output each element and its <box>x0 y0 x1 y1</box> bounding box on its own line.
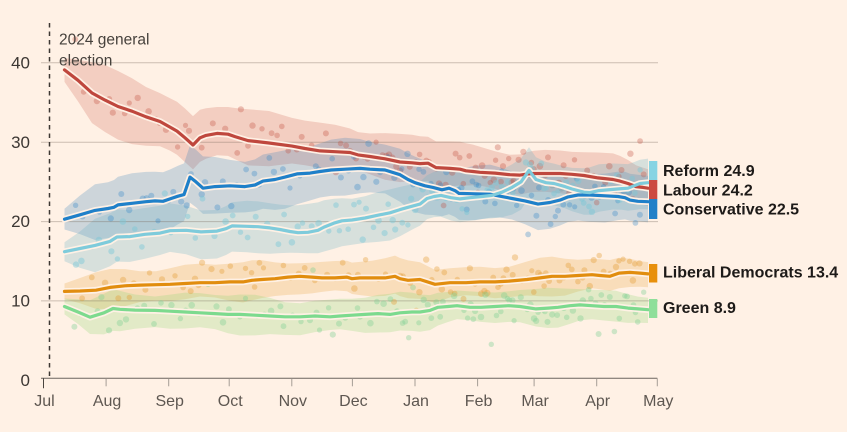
svg-text:Labour 24.2: Labour 24.2 <box>663 182 753 199</box>
svg-text:May: May <box>643 393 673 410</box>
svg-text:election: election <box>59 53 112 70</box>
svg-text:Green 8.9: Green 8.9 <box>663 300 736 317</box>
svg-text:Jan: Jan <box>403 393 429 410</box>
svg-text:Sep: Sep <box>155 393 184 410</box>
svg-text:40: 40 <box>11 54 30 73</box>
svg-text:Reform 24.9: Reform 24.9 <box>663 163 755 180</box>
svg-text:Dec: Dec <box>339 393 367 410</box>
svg-text:0: 0 <box>21 371 30 390</box>
svg-text:Mar: Mar <box>521 393 549 410</box>
svg-text:20: 20 <box>11 212 30 231</box>
svg-text:Oct: Oct <box>218 393 243 410</box>
svg-text:Liberal Democrats 13.4: Liberal Democrats 13.4 <box>663 265 838 282</box>
svg-text:Jul: Jul <box>34 393 54 410</box>
svg-text:Aug: Aug <box>93 393 121 410</box>
svg-text:Apr: Apr <box>585 393 611 410</box>
svg-text:2024 general: 2024 general <box>59 32 150 49</box>
svg-text:Feb: Feb <box>465 393 493 410</box>
svg-text:Nov: Nov <box>279 393 307 410</box>
svg-text:10: 10 <box>11 292 30 311</box>
svg-text:30: 30 <box>11 133 30 152</box>
svg-text:Conservative 22.5: Conservative 22.5 <box>663 202 799 219</box>
